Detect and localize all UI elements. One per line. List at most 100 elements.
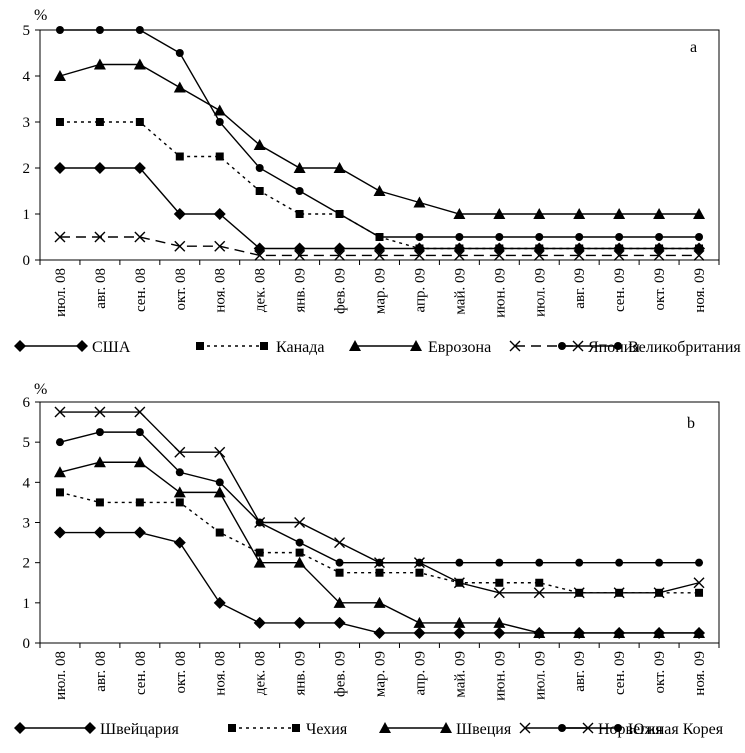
y-tick-label: 1 xyxy=(23,207,31,223)
data-point xyxy=(333,162,346,173)
x-tick-label: дек. 08 xyxy=(253,651,269,695)
data-point xyxy=(335,558,344,567)
data-point xyxy=(653,626,666,638)
x-tick-label: окт. 09 xyxy=(652,651,668,694)
x-tick-label: дек. 08 xyxy=(253,268,269,312)
data-point xyxy=(495,244,504,253)
data-point xyxy=(215,118,224,126)
data-point xyxy=(375,568,384,577)
data-point xyxy=(253,139,266,150)
data-point xyxy=(295,210,304,218)
legend-label: Еврозона xyxy=(428,339,491,356)
legend-item: США xyxy=(14,339,131,356)
data-point xyxy=(413,616,426,628)
data-point xyxy=(295,538,304,547)
legend-marker xyxy=(292,724,300,732)
y-tick-label: 5 xyxy=(23,23,31,39)
data-point xyxy=(373,185,386,196)
data-point xyxy=(133,456,146,468)
data-point xyxy=(695,558,704,567)
data-point xyxy=(415,558,424,567)
y-tick-label: 4 xyxy=(23,69,31,85)
data-point xyxy=(95,428,104,437)
legend-marker xyxy=(349,340,361,351)
data-point xyxy=(213,104,226,116)
data-point xyxy=(493,587,505,599)
x-tick-label: авг. 08 xyxy=(93,268,109,309)
data-point xyxy=(334,249,346,261)
x-tick-label: июл. 09 xyxy=(532,651,548,700)
data-point xyxy=(615,233,624,241)
data-point xyxy=(55,118,64,126)
data-point xyxy=(54,231,66,243)
legend-marker xyxy=(519,722,531,734)
data-point xyxy=(214,240,226,252)
data-point xyxy=(95,498,104,507)
x-tick-label: янв. 09 xyxy=(293,268,309,313)
series-line xyxy=(59,491,700,594)
series-Швеция xyxy=(53,456,706,638)
data-point xyxy=(655,558,664,567)
x-tick-label: май. 09 xyxy=(452,268,468,315)
data-point xyxy=(95,26,104,34)
legend-marker xyxy=(440,722,452,733)
data-point xyxy=(373,626,386,639)
x-tick-label: янв. 09 xyxy=(293,651,309,696)
data-point xyxy=(135,118,144,126)
data-point xyxy=(533,249,545,261)
x-tick-label: фев. 09 xyxy=(333,651,349,697)
data-point xyxy=(213,486,226,498)
legend-item: Швейцария xyxy=(14,721,179,738)
data-point xyxy=(533,208,546,219)
data-point xyxy=(535,244,544,253)
data-point xyxy=(175,49,184,57)
data-point xyxy=(615,244,624,253)
data-point xyxy=(413,196,426,208)
legend-item: Швеция xyxy=(379,721,512,738)
series-Южная Корея xyxy=(55,428,704,567)
data-point xyxy=(493,626,506,639)
legend-marker xyxy=(379,722,391,733)
data-point xyxy=(573,626,586,638)
x-tick-label: сен. 09 xyxy=(612,651,628,695)
x-tick-label: июн. 09 xyxy=(492,651,508,701)
legend-marker xyxy=(260,342,268,350)
series-Великобритания xyxy=(55,26,704,241)
data-point xyxy=(253,556,266,568)
data-point xyxy=(214,446,226,458)
y-tick-label: 3 xyxy=(23,516,31,532)
legend-label: Южная Корея xyxy=(628,721,724,738)
legend-marker xyxy=(76,340,88,352)
data-point xyxy=(335,568,344,577)
x-tick-label: окт. 08 xyxy=(173,268,189,311)
data-point xyxy=(294,249,306,261)
data-point xyxy=(55,26,64,34)
x-tick-label: ноя. 09 xyxy=(692,651,708,696)
y-tick-label: 1 xyxy=(23,596,31,612)
data-point xyxy=(335,210,344,218)
x-tick-label: окт. 09 xyxy=(652,268,668,311)
data-point xyxy=(255,187,264,195)
legend-label: Швейцария xyxy=(100,721,179,738)
data-point xyxy=(255,164,264,172)
data-point xyxy=(693,577,705,589)
data-point xyxy=(535,233,544,241)
data-point xyxy=(175,152,184,161)
data-point xyxy=(653,249,665,261)
series-Швейцария xyxy=(53,526,706,639)
legend-item: Чехия xyxy=(228,721,348,738)
data-point xyxy=(134,231,146,243)
x-tick-label: сен. 09 xyxy=(612,268,628,312)
data-point xyxy=(293,616,306,629)
series-line xyxy=(59,29,700,238)
data-point xyxy=(413,626,426,639)
data-point xyxy=(173,81,186,93)
series-Чехия xyxy=(55,488,704,597)
data-point xyxy=(453,626,466,639)
data-point xyxy=(535,578,544,587)
y-tick-label: 2 xyxy=(23,556,31,572)
data-point xyxy=(293,242,306,255)
legend-marker xyxy=(410,340,422,351)
